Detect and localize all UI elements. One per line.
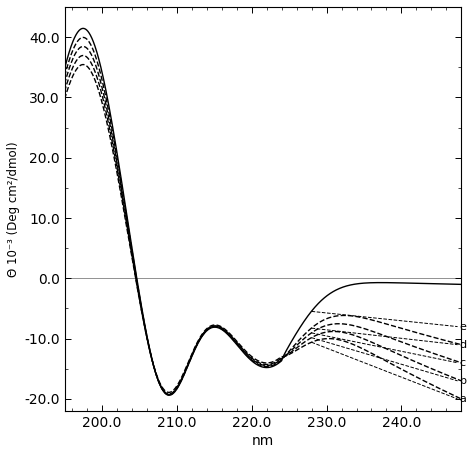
X-axis label: nm: nm — [252, 434, 274, 448]
Text: b: b — [460, 376, 467, 386]
Text: c: c — [460, 358, 466, 368]
Text: e: e — [460, 322, 467, 332]
Text: a: a — [460, 394, 467, 404]
Text: d: d — [460, 340, 467, 350]
Y-axis label: Θ 10⁻³ (Deg cm²/dmol): Θ 10⁻³ (Deg cm²/dmol) — [7, 141, 20, 277]
